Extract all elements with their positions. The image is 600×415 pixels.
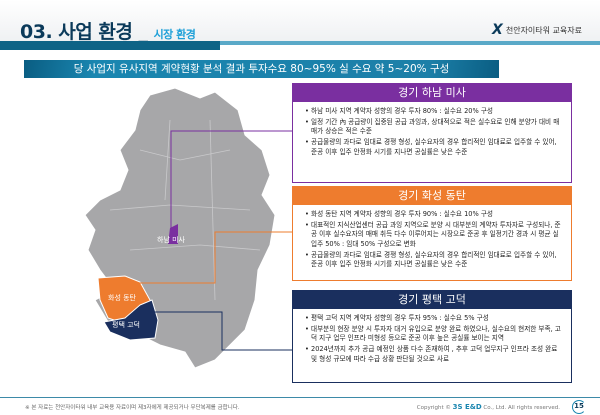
list-item: 대부분의 현장 분양 시 투자자 대거 유입으로 분양 완료 하였으나, 실수요… — [305, 325, 563, 344]
list-item: 대표적인 지식산업센터 공급 과잉 지역으로 분양 시 대부분의 계약자 투자자… — [305, 221, 563, 249]
subtitle: 시장 환경 — [153, 28, 196, 41]
brand: 3S E&D — [452, 403, 482, 411]
header-bar-thin — [220, 41, 600, 45]
page-number: 15 — [572, 400, 586, 414]
copyright: Copyright © 3S E&D Co., Ltd. All rights … — [417, 403, 560, 411]
list-item: 일정 기간 內 공급량이 집중된 공급 과잉과, 상대적으로 적은 실수요로 인… — [305, 118, 563, 137]
list-item: 평택 고덕 지역 계약자 성향의 경우 투자 95% : 실수요 5% 구성 — [305, 314, 563, 323]
list-item: 화성 동탄 지역 계약자 성향의 경우 투자 90% : 실수요 10% 구성 — [305, 210, 563, 219]
list-item: 공급물량의 과다로 임대료 경쟁 형성, 실수요자의 경우 합리적인 임대료로 … — [305, 138, 563, 157]
logo: X 천안자이타워 교육자료 — [492, 22, 582, 38]
map-region-pyeongtaek — [103, 299, 159, 341]
logo-text: 천안자이타워 교육자료 — [505, 25, 582, 35]
list-item: 하남 미사 지역 계약자 성향의 경우 투자 80% : 실수요 20% 구성 — [305, 107, 563, 116]
logo-mark-icon: X — [492, 22, 503, 38]
summary-banner: 당 사업지 유사지역 계약현황 분석 결과 투자수요 80~95% 실 수요 약… — [24, 60, 499, 78]
map-label-hwaseong: 화성 동탄 — [108, 293, 137, 302]
title-text: 사업 환경 _ — [58, 21, 154, 43]
footer-notice: ※ 본 자료는 천안자이타워 내부 교육용 자료이며 제3자에게 제공되거나 무… — [25, 405, 240, 411]
card-title: 경기 평택 고덕 — [293, 291, 571, 309]
footer-divider — [0, 397, 600, 398]
header-bar — [0, 41, 220, 50]
region-card-pyeongtaek: 경기 평택 고덕 평택 고덕 지역 계약자 성향의 경우 투자 95% : 실수… — [292, 290, 572, 383]
copyright-suffix: Co., Ltd. All rights reserved. — [481, 405, 560, 411]
list-item: 2024년까지 추가 공급 예정인 상품 다수 존재하여 , 추후 고덕 업무지… — [305, 345, 563, 364]
region-card-hanam: 경기 하남 미사 하남 미사 지역 계약자 성향의 경우 투자 80% : 실수… — [292, 83, 572, 183]
list-item: 공급물량의 과다로 임대료 경쟁 형성, 실수요자의 경우 합리적인 임대료로 … — [305, 251, 563, 270]
region-card-hwaseong: 경기 화성 동탄 화성 동탄 지역 계약자 성향의 경우 투자 90% : 실수… — [292, 186, 572, 281]
section-number: 03. — [20, 21, 53, 43]
map-label-pyeongtaek: 평택 고덕 — [112, 320, 140, 329]
copyright-prefix: Copyright © — [416, 405, 453, 411]
header — [0, 0, 600, 44]
page-title: 03. 사업 환경 _ 시장 환경 — [20, 17, 196, 44]
card-title: 경기 화성 동탄 — [293, 187, 571, 205]
map-label-hanam: 하남 미사 — [157, 235, 186, 244]
card-title: 경기 하남 미사 — [293, 84, 571, 102]
